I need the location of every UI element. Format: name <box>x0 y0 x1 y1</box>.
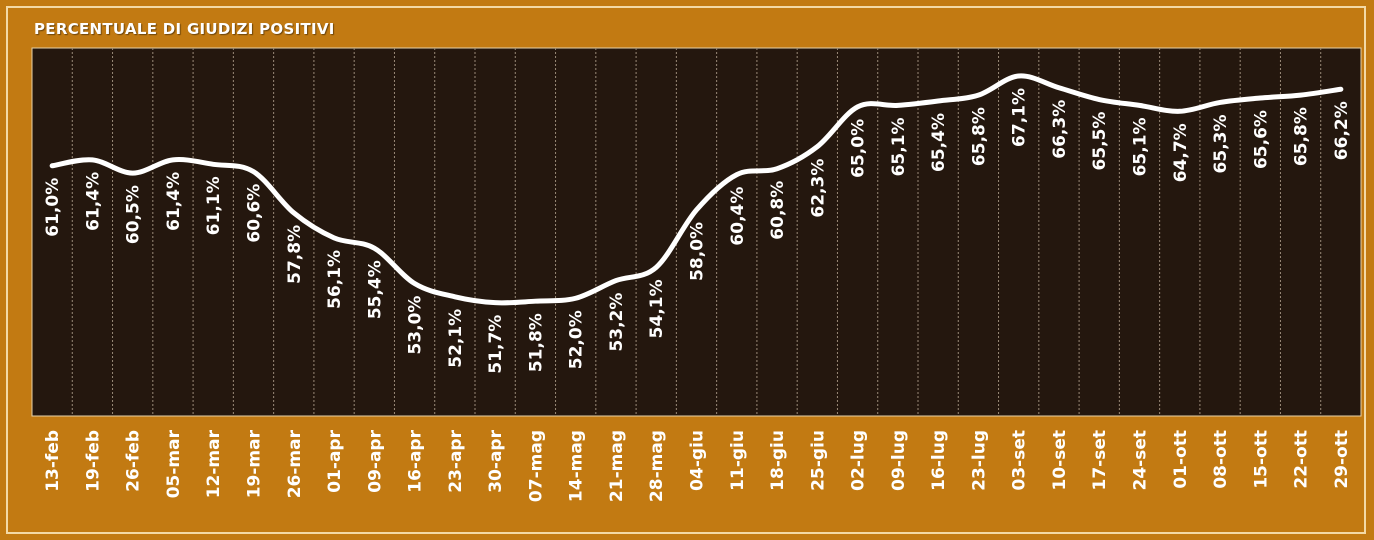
x-tick-label: 26-mar <box>285 429 305 498</box>
data-label: 60,4% <box>728 187 748 246</box>
x-tick-label: 14-mag <box>567 430 587 502</box>
data-label: 62,3% <box>808 159 828 218</box>
x-tick-label: 30-apr <box>486 429 506 492</box>
data-label: 65,8% <box>969 107 989 166</box>
x-tick-label: 24-set <box>1131 430 1151 491</box>
x-tick-label: 16-lug <box>929 430 949 491</box>
x-tick-label: 23-apr <box>446 429 466 492</box>
x-tick-label: 21-mag <box>607 430 627 502</box>
data-label: 66,3% <box>1050 100 1070 159</box>
data-label: 65,0% <box>849 119 869 178</box>
x-tick-label: 08-ott <box>1211 430 1231 489</box>
data-label: 60,6% <box>245 184 265 243</box>
data-label: 67,1% <box>1010 88 1030 147</box>
x-tick-label: 04-giu <box>688 430 708 491</box>
data-label: 51,7% <box>486 315 506 374</box>
chart-title: PERCENTUALE DI GIUDIZI POSITIVI <box>34 20 335 38</box>
series-line <box>49 73 1344 306</box>
data-label: 53,0% <box>406 296 426 355</box>
x-tick-label: 15-ott <box>1251 430 1271 489</box>
x-tick-label: 13-feb <box>43 430 63 492</box>
x-tick-label: 12-mar <box>204 429 224 498</box>
x-tick-label: 19-mar <box>245 429 265 498</box>
x-tick-label: 09-lug <box>889 430 909 491</box>
data-label: 56,1% <box>325 250 345 309</box>
plot-area <box>31 47 1362 417</box>
x-tick-label: 26-feb <box>124 430 144 492</box>
x-tick-label: 28-mag <box>647 430 667 502</box>
data-label: 61,4% <box>83 172 103 231</box>
x-tick-label: 11-giu <box>728 430 748 491</box>
data-label: 65,4% <box>929 113 949 172</box>
data-label: 55,4% <box>365 260 385 319</box>
x-tick-label: 03-set <box>1010 430 1030 491</box>
x-tick-label: 09-apr <box>365 429 385 492</box>
data-label: 58,0% <box>688 222 708 281</box>
x-tick-label: 07-mag <box>526 430 546 502</box>
x-tick-label: 23-lug <box>969 430 989 491</box>
x-tick-label: 19-feb <box>83 430 103 492</box>
data-label: 65,3% <box>1211 114 1231 173</box>
data-label: 66,2% <box>1332 101 1352 160</box>
chart-frame <box>6 6 1366 534</box>
data-label: 65,1% <box>889 117 909 176</box>
data-label: 51,8% <box>526 313 546 372</box>
data-label: 65,1% <box>1131 117 1151 176</box>
x-tick-label: 01-apr <box>325 429 345 492</box>
x-tick-label: 02-lug <box>849 430 869 491</box>
x-tick-label: 10-set <box>1050 430 1070 491</box>
data-label: 65,6% <box>1251 110 1271 169</box>
data-label: 61,1% <box>204 176 224 235</box>
data-label: 64,7% <box>1171 123 1191 182</box>
x-tick-label: 25-giu <box>808 430 828 491</box>
x-tick-label: 17-set <box>1090 430 1110 491</box>
data-label: 53,2% <box>607 293 627 352</box>
data-label: 52,0% <box>567 310 587 369</box>
data-label: 52,1% <box>446 309 466 368</box>
x-tick-label: 01-ott <box>1171 430 1191 489</box>
data-label: 57,8% <box>285 225 305 284</box>
x-tick-label: 22-ott <box>1292 430 1312 489</box>
data-label: 65,5% <box>1090 112 1110 171</box>
data-label: 60,8% <box>768 181 788 240</box>
x-tick-label: 29-ott <box>1332 430 1352 489</box>
data-label: 65,8% <box>1292 107 1312 166</box>
data-label: 60,5% <box>124 185 144 244</box>
data-label: 61,4% <box>164 172 184 231</box>
x-tick-label: 18-giu <box>768 430 788 491</box>
data-label: 61,0% <box>43 178 63 237</box>
x-tick-label: 16-apr <box>406 429 426 492</box>
x-tick-label: 05-mar <box>164 429 184 498</box>
data-label: 54,1% <box>647 279 667 338</box>
